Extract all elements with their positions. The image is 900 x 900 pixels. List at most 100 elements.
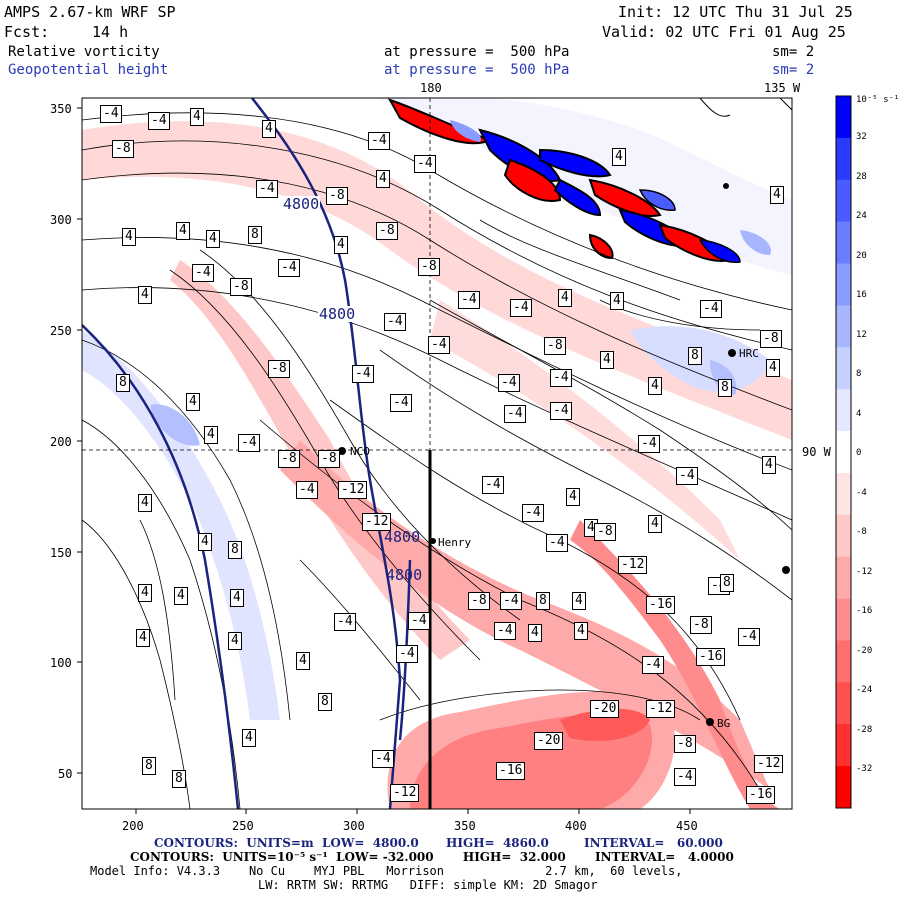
colorbar-tick-label: 32 xyxy=(856,132,867,142)
vorticity-contour-label: 4 xyxy=(648,515,662,533)
vorticity-contour-label: 4 xyxy=(612,148,626,166)
station-markers xyxy=(338,183,790,726)
vorticity-contour-label: -8 xyxy=(674,735,696,753)
colorbar-swatch xyxy=(836,347,851,390)
vorticity-contour-label: -8 xyxy=(278,450,300,468)
vorticity-contour-label: -4 xyxy=(738,628,760,646)
vorticity-contour-label: -4 xyxy=(500,592,522,610)
vorticity-contour-label: -4 xyxy=(238,434,260,452)
vorticity-contour-label: -16 xyxy=(696,648,726,666)
vorticity-contour-label: -4 xyxy=(428,336,450,354)
station-henry: Henry xyxy=(438,536,472,549)
vorticity-contour-label: -4 xyxy=(458,291,480,309)
vorticity-contour-label: -4 xyxy=(510,299,532,317)
vorticity-contour-label: 4 xyxy=(762,456,776,474)
vorticity-contour-label: -4 xyxy=(278,259,300,277)
colorbar-swatch xyxy=(836,598,851,641)
vorticity-contour-label: 8 xyxy=(720,574,734,592)
vorticity-contour-label: -4 xyxy=(396,645,418,663)
colorbar-swatch xyxy=(836,766,851,809)
colorbar-swatch xyxy=(836,431,851,474)
vorticity-contour-label: -12 xyxy=(362,513,392,531)
vorticity-contour-label: 4 xyxy=(136,629,150,647)
lon-label-90w: 90 W xyxy=(802,445,831,459)
station-dot-hrc xyxy=(728,349,736,357)
colorbar-tick-label: -4 xyxy=(856,487,867,498)
vorticity-contour-label: -4 xyxy=(390,394,412,412)
vorticity-contour-label: -12 xyxy=(646,700,676,718)
height-label: 4800 xyxy=(386,566,423,584)
vorticity-contour-label: -8 xyxy=(112,140,134,158)
colorbar-tick-label: -12 xyxy=(856,566,873,577)
vorticity-contour-label: -4 xyxy=(100,105,122,123)
colorbar-tick-label: 28 xyxy=(856,171,867,182)
vorticity-contour-label: -8 xyxy=(760,330,782,348)
colorbar-tick-label: 16 xyxy=(856,290,867,300)
colorbar-swatch xyxy=(836,179,851,223)
vorticity-contour-label: -4 xyxy=(148,112,170,130)
vorticity-contour-label: 4 xyxy=(198,533,212,551)
y-tick: 250 xyxy=(50,324,72,338)
vorticity-contour-label: 4 xyxy=(572,592,586,610)
vorticity-contour-label: -4 xyxy=(546,534,568,552)
station-nco: NCO xyxy=(350,445,370,458)
x-tick: 400 xyxy=(565,819,587,833)
x-tick: 450 xyxy=(676,819,698,833)
x-tick: 250 xyxy=(232,819,254,833)
vorticity-contour-label: -4 xyxy=(414,155,436,173)
y-tick: 350 xyxy=(50,102,72,116)
x-tick: 300 xyxy=(343,819,365,833)
field1-smoothing: sm= 2 xyxy=(772,44,815,60)
vorticity-contour-label: 4 xyxy=(204,426,218,444)
vorticity-contour-label: 4 xyxy=(138,286,152,304)
colorbar-tick-label: -16 xyxy=(856,606,873,616)
colorbar-swatch xyxy=(836,221,851,265)
x-tick: 200 xyxy=(122,819,144,833)
vorticity-contour-label: 4 xyxy=(190,108,204,126)
vorticity-contour-label: -4 xyxy=(408,612,430,630)
vorticity-contour-label: -8 xyxy=(418,258,440,276)
vorticity-contour-label: 4 xyxy=(334,236,348,254)
y-tick: 100 xyxy=(50,656,72,670)
vorticity-contour-label: -4 xyxy=(334,613,356,631)
vorticity-contour-label: 4 xyxy=(186,393,200,411)
field2-level: at pressure = 500 hPa xyxy=(384,62,570,78)
vorticity-contour-label: -8 xyxy=(594,523,616,541)
vorticity-contour-label: -4 xyxy=(296,481,318,499)
vorticity-contour-label: -16 xyxy=(646,596,676,614)
vorticity-contour-label: 4 xyxy=(206,230,220,248)
vorticity-contour-label: 4 xyxy=(566,488,580,506)
lon-label-180: 180 xyxy=(420,81,442,95)
vorticity-contour-label: 4 xyxy=(174,587,188,605)
forecast-hour: 14 h xyxy=(92,23,129,41)
colorbar-tick-label: -32 xyxy=(856,764,873,774)
height-label: 4800 xyxy=(282,195,321,213)
colorbar-tick-label: -20 xyxy=(856,645,873,656)
vorticity-contour-label: -12 xyxy=(390,784,420,802)
station-dot-bg xyxy=(706,718,714,726)
footer-model-info: Model Info: V4.3.3 No Cu MYJ PBL Morriso… xyxy=(90,864,683,878)
vorticity-contour-label: -4 xyxy=(494,622,516,640)
colorbar-tick-label: 8 xyxy=(856,369,862,379)
footer-height-interval: INTERVAL= 60.000 xyxy=(584,836,723,850)
colorbar-swatch xyxy=(836,137,851,181)
colorbar-tick-label: 20 xyxy=(856,250,867,261)
colorbar-swatch xyxy=(836,556,851,600)
station-dot-henry xyxy=(430,538,436,544)
colorbar-tick-label: 0 xyxy=(856,448,862,458)
height-label: 4800 xyxy=(318,305,357,323)
x-tick: 350 xyxy=(454,819,476,833)
vorticity-contour-label: -4 xyxy=(352,365,374,383)
vorticity-contour-label: 4 xyxy=(766,359,780,377)
colorbar-swatch xyxy=(836,724,851,767)
vorticity-contour-label: -8 xyxy=(318,450,340,468)
lon-label-135w: 135 W xyxy=(764,81,801,95)
colorbar-tick-label: 12 xyxy=(856,329,867,340)
vorticity-contour-label: -4 xyxy=(192,264,214,282)
footer-height-high: HIGH= 4860.0 xyxy=(446,836,549,850)
vorticity-contour-label: -8 xyxy=(468,592,490,610)
vorticity-contour-label: -4 xyxy=(504,405,526,423)
colorbar-tick-label: 24 xyxy=(856,211,867,221)
vorticity-contour-label: 8 xyxy=(318,693,332,711)
vorticity-contour-label: 4 xyxy=(228,632,242,650)
